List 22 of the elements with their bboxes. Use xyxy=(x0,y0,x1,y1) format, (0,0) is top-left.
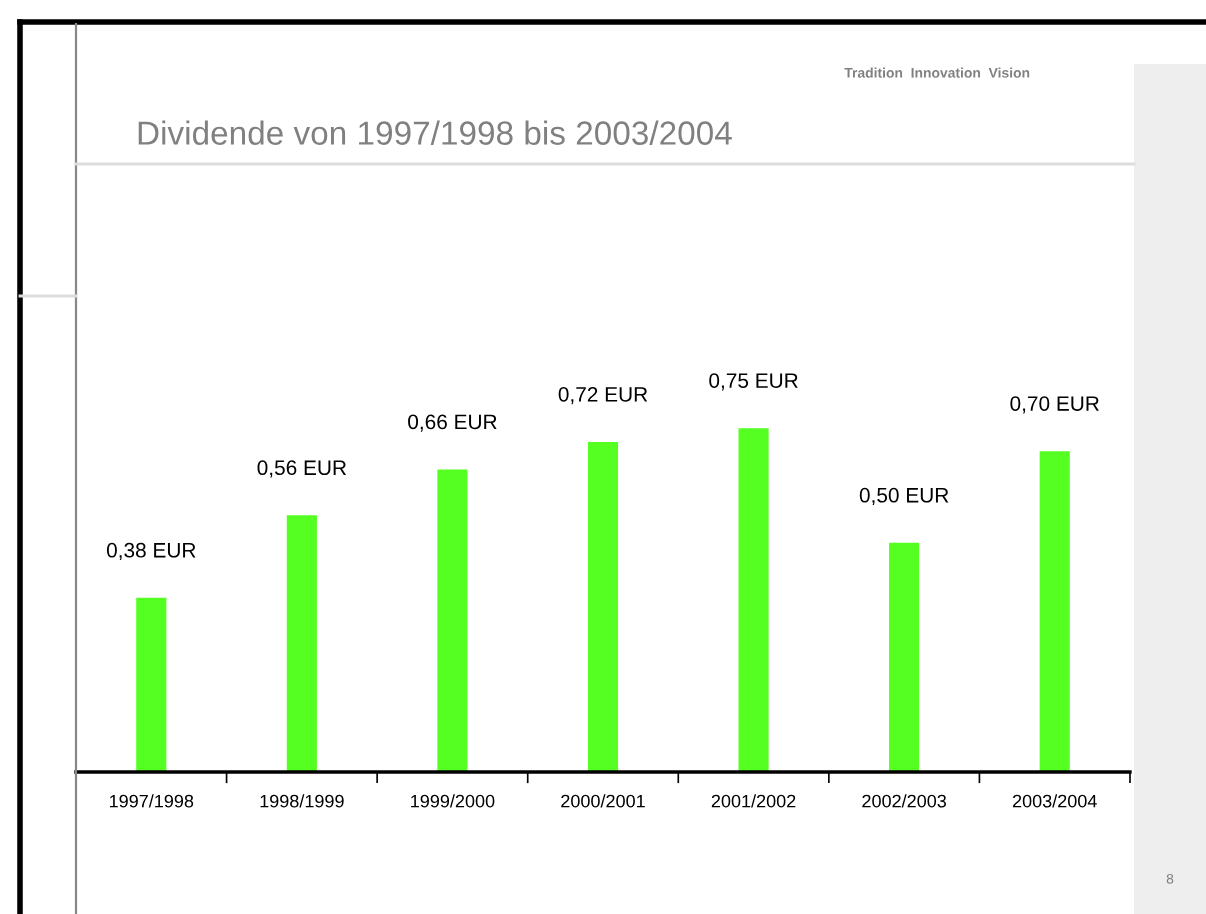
data-label: 0,66 EUR xyxy=(408,414,497,432)
bar xyxy=(286,515,317,772)
bar xyxy=(1039,451,1070,772)
data-label: 0,70 EUR xyxy=(1010,396,1099,414)
x-tick-label: 2003/2004 xyxy=(1012,794,1097,808)
bar xyxy=(587,441,619,772)
x-tick-label: 2001/2002 xyxy=(711,794,796,808)
bar xyxy=(136,597,167,772)
data-label: 0,50 EUR xyxy=(859,487,949,506)
bar xyxy=(738,428,769,772)
x-tick-label: 1999/2000 xyxy=(411,794,495,808)
x-tick-label: 2000/2001 xyxy=(561,794,645,808)
bar xyxy=(437,469,468,772)
data-label: 0,38 EUR xyxy=(106,542,196,561)
x-tick-label: 1997/1998 xyxy=(109,794,194,808)
data-label: 0,75 EUR xyxy=(709,373,798,391)
bar xyxy=(889,542,920,772)
data-label: 0,72 EUR xyxy=(558,387,648,405)
x-tick-label: 1998/1999 xyxy=(260,794,344,808)
x-tick-label: 2002/2003 xyxy=(862,794,947,808)
data-label: 0,56 EUR xyxy=(257,460,347,478)
chart-title: Dividende von 1997/1998 bis 2003/2004 xyxy=(138,120,732,145)
